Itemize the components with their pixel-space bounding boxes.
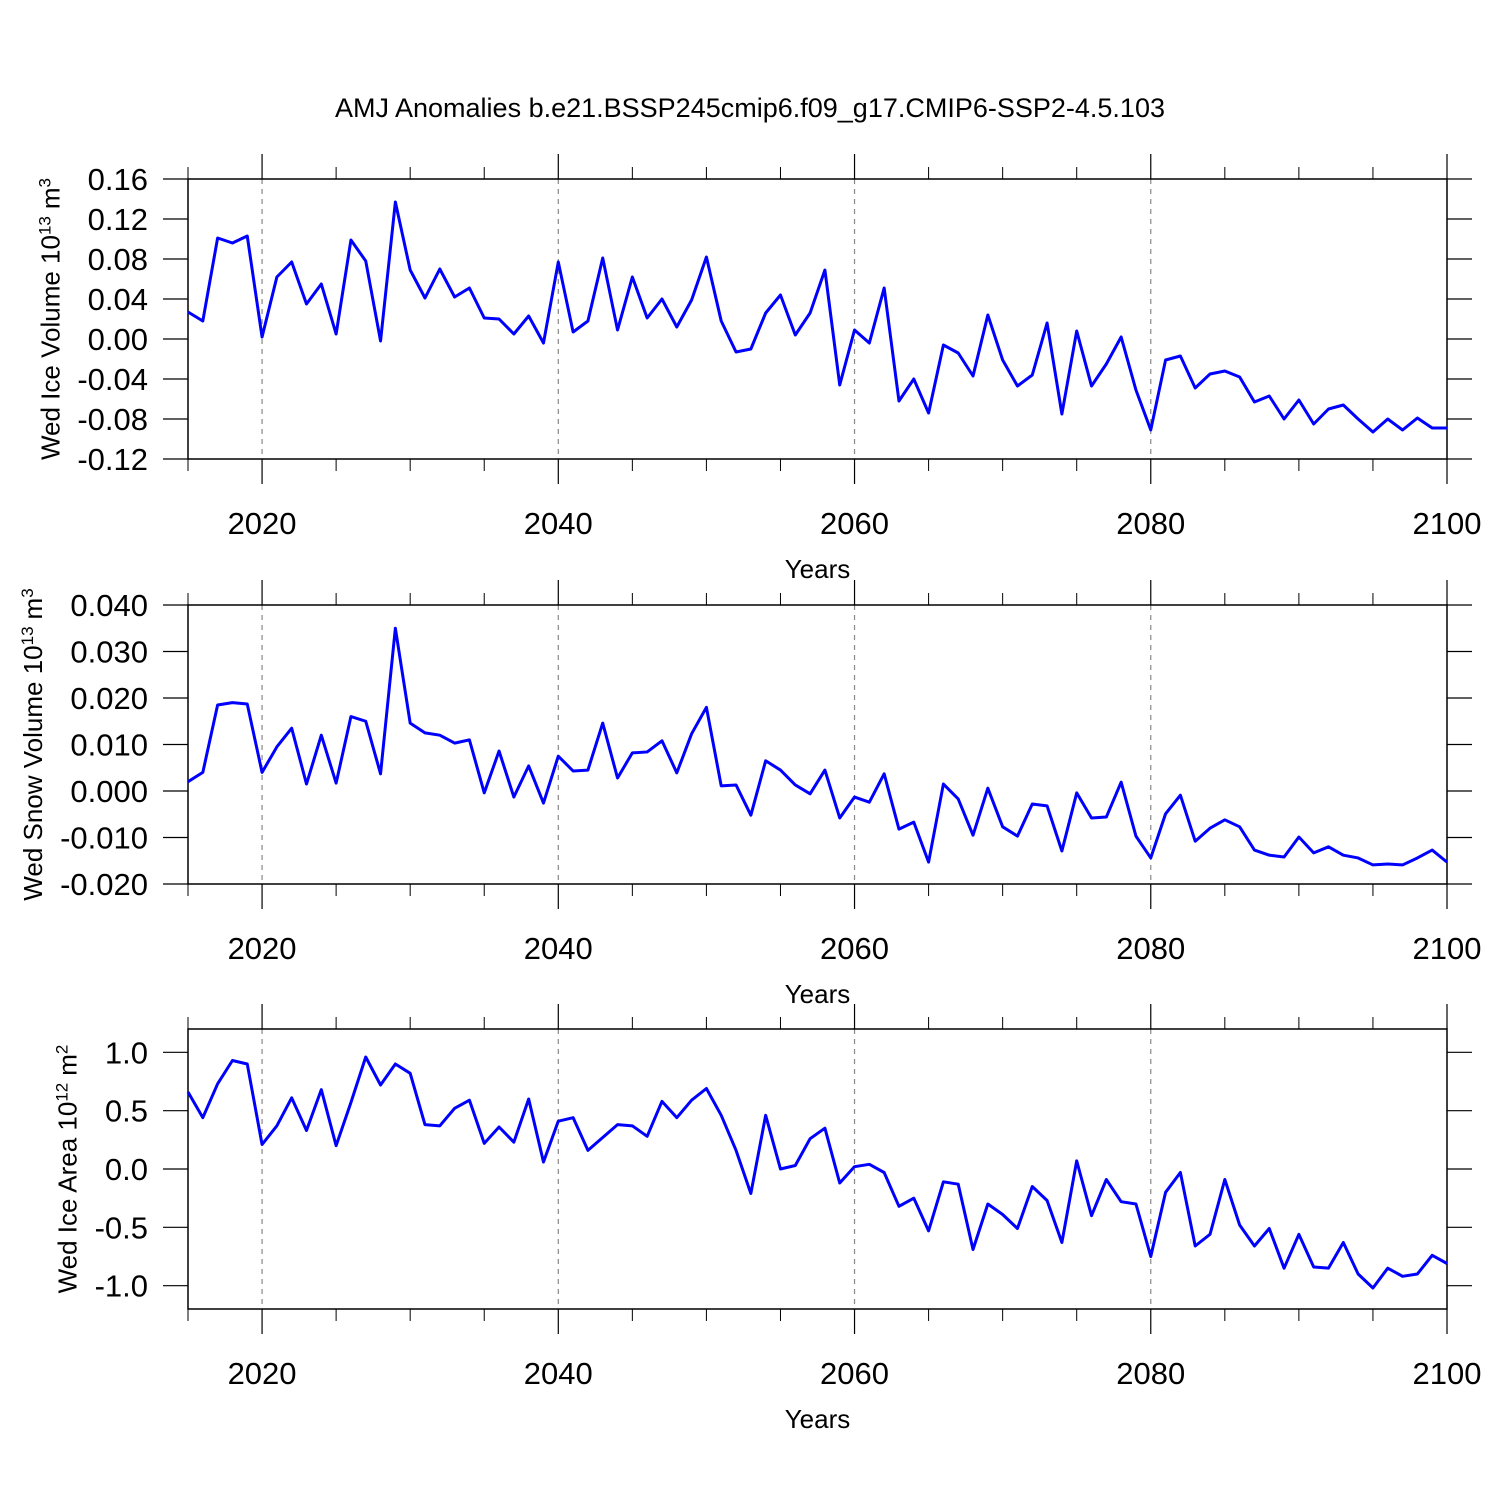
y-tick-label: -0.08 [77,402,148,437]
x-tick-label: 2080 [1116,931,1185,966]
plot-frame [187,604,1448,885]
y-tick-label: 0.5 [105,1094,148,1129]
y-axis-label: Wed Ice Volume 1013 m3 [35,178,66,460]
y-axis-label: Wed Snow Volume 1013 m3 [18,588,49,900]
y-axis-label-part: m [18,598,48,620]
x-tick-label: 2020 [228,506,297,541]
data-line [186,1055,1448,1290]
figure-title: AMJ Anomalies b.e21.BSSP245cmip6.f09_g17… [335,93,1165,123]
y-tick-label: -1.0 [95,1269,148,1304]
x-tick-label: 2020 [228,931,297,966]
y-tick-label: 0.000 [70,774,148,809]
y-axis-label-part: 13 [18,626,37,645]
y-axis-label-part: 13 [35,216,54,235]
y-tick-label: 0.16 [88,162,148,197]
x-tick-label: 2040 [524,506,593,541]
data-line [187,200,1447,434]
x-tick-label: 2060 [820,931,889,966]
y-tick-label: 0.00 [88,322,148,357]
x-tick-label: 2040 [524,931,593,966]
x-tick-label: 2100 [1413,1356,1482,1391]
y-axis-label: Wed Ice Area 1012 m2 [52,1045,83,1294]
y-tick-label: 0.0 [105,1152,148,1187]
x-tick-label: 2080 [1116,506,1185,541]
y-tick-label: 0.08 [88,242,148,277]
x-tick-label: 2020 [228,1356,297,1391]
x-axis-label: Years [785,1404,851,1434]
y-tick-label: -0.010 [60,821,148,856]
data-line [187,626,1448,867]
y-tick-label: 1.0 [105,1035,148,1070]
y-tick-label: 0.04 [88,282,148,317]
y-axis-label-part: 3 [18,588,37,597]
y-axis-label-part: Wed Ice Volume 10 [35,235,65,460]
x-tick-label: 2100 [1413,506,1482,541]
y-tick-label: -0.12 [77,442,148,477]
y-axis-label-part: 3 [35,178,54,187]
x-axis-label: Years [785,554,851,584]
x-tick-label: 2040 [524,1356,593,1391]
y-axis-label-part: m [35,187,65,209]
y-tick-label: -0.04 [77,362,148,397]
y-tick-label: 0.12 [88,202,148,237]
y-tick-label: -0.5 [95,1210,148,1245]
x-tick-label: 2060 [820,506,889,541]
y-tick-label: -0.020 [60,867,148,902]
y-axis-label-part: m [53,1054,83,1076]
y-tick-label: 0.030 [70,635,148,670]
plot-frame [187,178,1448,460]
x-axis-label: Years [785,979,851,1009]
x-tick-label: 2080 [1116,1356,1185,1391]
y-axis-label-part: 2 [52,1045,71,1054]
y-axis-label-part: Wed Snow Volume 10 [18,645,48,900]
x-tick-label: 2060 [820,1356,889,1391]
y-tick-label: 0.020 [70,681,148,716]
x-tick-label: 2100 [1413,931,1482,966]
plot-frame [187,1028,1448,1310]
y-axis-label-part: 12 [52,1083,71,1102]
y-tick-label: 0.010 [70,728,148,763]
y-tick-label: 0.040 [70,588,148,623]
y-axis-label-part: Wed Ice Area 10 [53,1102,83,1294]
